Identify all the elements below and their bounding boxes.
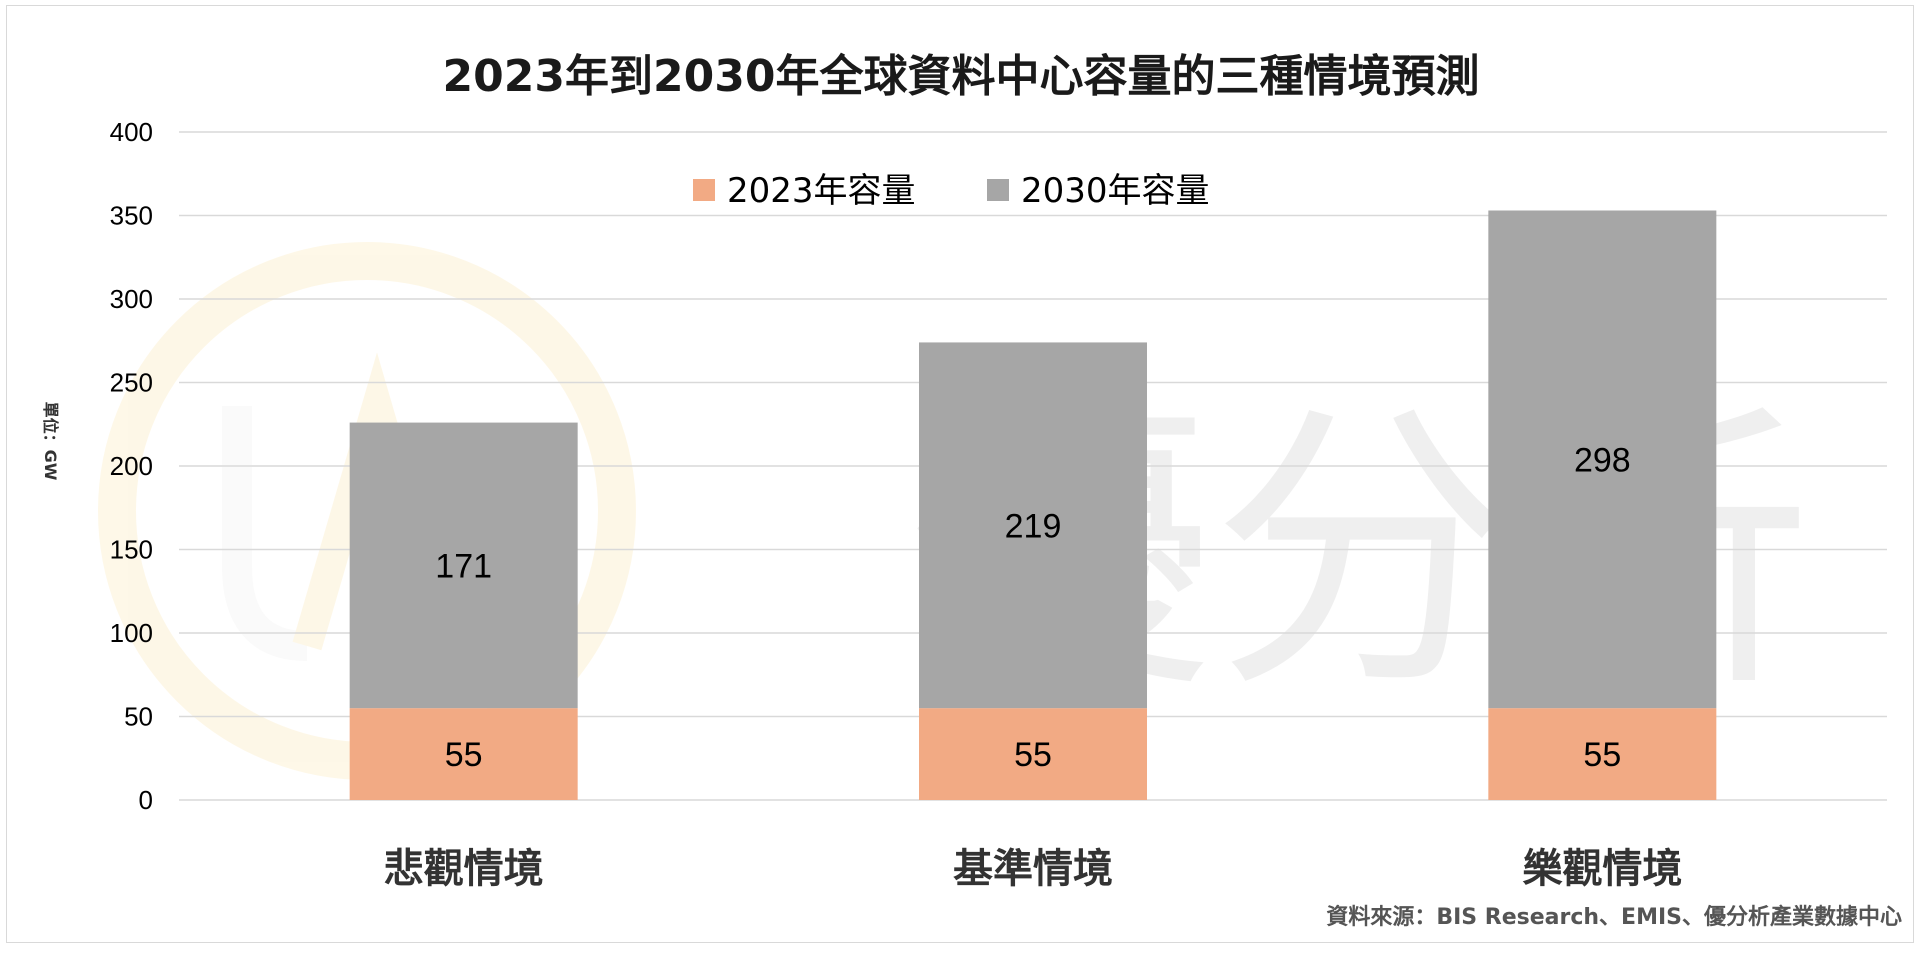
chart-title: 2023年到2030年全球資料中心容量的三種情境預測 (443, 51, 1480, 102)
legend-label: 2030年容量 (1021, 171, 1210, 211)
y-axis-label: 單位：GW (41, 402, 60, 481)
data-label: 298 (1574, 441, 1631, 479)
legend: 2023年容量 2030年容量 (693, 171, 1210, 211)
y-tick-label: 350 (110, 201, 153, 231)
y-tick-label: 0 (139, 785, 153, 815)
y-tick-label: 50 (124, 702, 153, 732)
x-tick-labels: 悲觀情境 基準情境 樂觀情境 (384, 846, 1683, 892)
y-tick-label: 100 (110, 618, 153, 648)
y-tick-label: 250 (110, 368, 153, 398)
legend-swatch (693, 179, 715, 201)
bar-labels: 55 171 55 219 55 298 (435, 441, 1630, 774)
bar-increment (919, 342, 1147, 709)
y-tick-label: 300 (110, 284, 153, 314)
x-tick-label: 樂觀情境 (1522, 846, 1682, 892)
bar-base (1488, 708, 1717, 800)
legend-swatch (987, 179, 1009, 201)
chart-container: 優分析 55 171 55 219 55 298 0 50 100 150 200 250 300 35… (6, 5, 1914, 943)
bar-increment (1488, 210, 1717, 709)
data-label: 171 (435, 547, 492, 585)
y-tick-label: 150 (110, 535, 153, 565)
legend-label: 2023年容量 (727, 171, 916, 211)
source-note: 資料來源：BIS Research、EMIS、優分析產業數據中心 (1326, 904, 1902, 930)
bars (349, 210, 1717, 800)
bar-base (349, 708, 578, 800)
bar-base (919, 708, 1147, 800)
data-label: 55 (445, 736, 483, 774)
y-tick-labels: 0 50 100 150 200 250 300 350 400 (110, 117, 153, 815)
bar-increment (349, 422, 578, 709)
data-label: 55 (1014, 736, 1052, 774)
x-tick-label: 基準情境 (953, 846, 1113, 892)
data-label: 219 (1005, 507, 1062, 545)
y-tick-label: 400 (110, 117, 153, 147)
y-tick-label: 200 (110, 451, 153, 481)
x-tick-label: 悲觀情境 (384, 846, 544, 892)
data-label: 55 (1583, 736, 1621, 774)
